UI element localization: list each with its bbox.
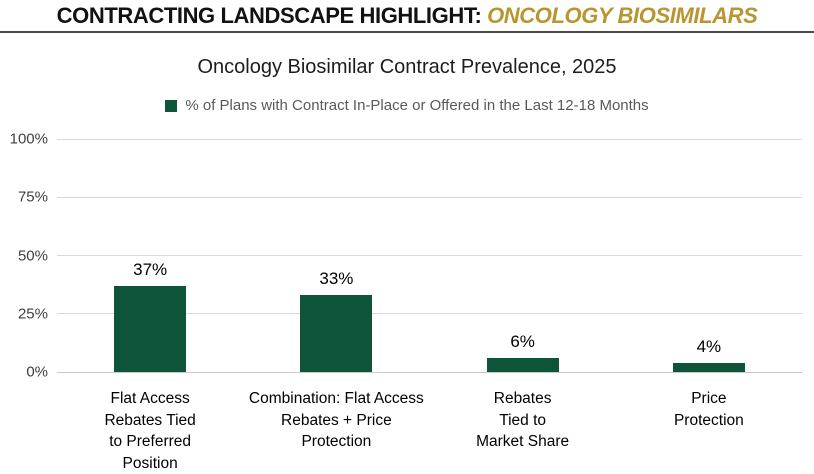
plot-area: 37% 33% 6% 4% bbox=[57, 138, 802, 373]
slide-header-title-black: CONTRACTING LANDSCAPE HIGHLIGHT: bbox=[56, 3, 488, 28]
slide-header-title: CONTRACTING LANDSCAPE HIGHLIGHT: ONCOLOG… bbox=[57, 3, 758, 28]
y-tick-label-50%: 50% bbox=[17, 247, 48, 264]
x-category-label-4: Price Protection bbox=[673, 390, 744, 429]
x-axis: Flat Access Rebates Tied to Preferred Po… bbox=[57, 388, 802, 472]
gridline-25% bbox=[57, 313, 802, 315]
gridline-0% bbox=[57, 371, 802, 373]
y-tick-label-25%: 25% bbox=[17, 305, 48, 323]
y-tick-label-75%: 75% bbox=[17, 188, 48, 206]
chart-legend: % of Plans with Contract In-Place or Off… bbox=[0, 97, 814, 114]
bar-4 bbox=[672, 363, 745, 372]
gridline-100% bbox=[57, 138, 802, 140]
y-axis: 0% 25% 50% 75% 100% bbox=[0, 131, 48, 381]
bar-3 bbox=[486, 358, 559, 372]
x-category-label-2: Combination: Flat Access Rebates + Price… bbox=[248, 390, 424, 450]
bar-2 bbox=[300, 295, 373, 372]
bar-1 bbox=[114, 286, 187, 372]
y-tick-label-0%: 0% bbox=[26, 363, 48, 381]
bar-value-label-1: 37% bbox=[133, 260, 168, 279]
legend-label: % of Plans with Contract In-Place or Off… bbox=[185, 97, 649, 114]
chart-title: Oncology Biosimilar Contract Prevalence,… bbox=[197, 56, 617, 78]
gridline-50% bbox=[57, 255, 802, 256]
x-category-label-3: Rebates Tied to Market Share bbox=[476, 390, 570, 450]
legend-swatch-icon bbox=[165, 99, 178, 112]
bar-value-label-2: 33% bbox=[319, 269, 354, 288]
slide-header: CONTRACTING LANDSCAPE HIGHLIGHT: ONCOLOG… bbox=[0, 0, 814, 33]
y-tick-label-100%: 100% bbox=[9, 130, 48, 148]
gridline-75% bbox=[57, 196, 802, 198]
bar-value-label-4: 4% bbox=[696, 337, 722, 356]
bar-value-label-3: 6% bbox=[510, 332, 535, 351]
slide-header-title-gold: ONCOLOGY BIOSIMILARS bbox=[487, 3, 758, 28]
x-category-label-1: Flat Access Rebates Tied to Preferred Po… bbox=[104, 390, 196, 472]
